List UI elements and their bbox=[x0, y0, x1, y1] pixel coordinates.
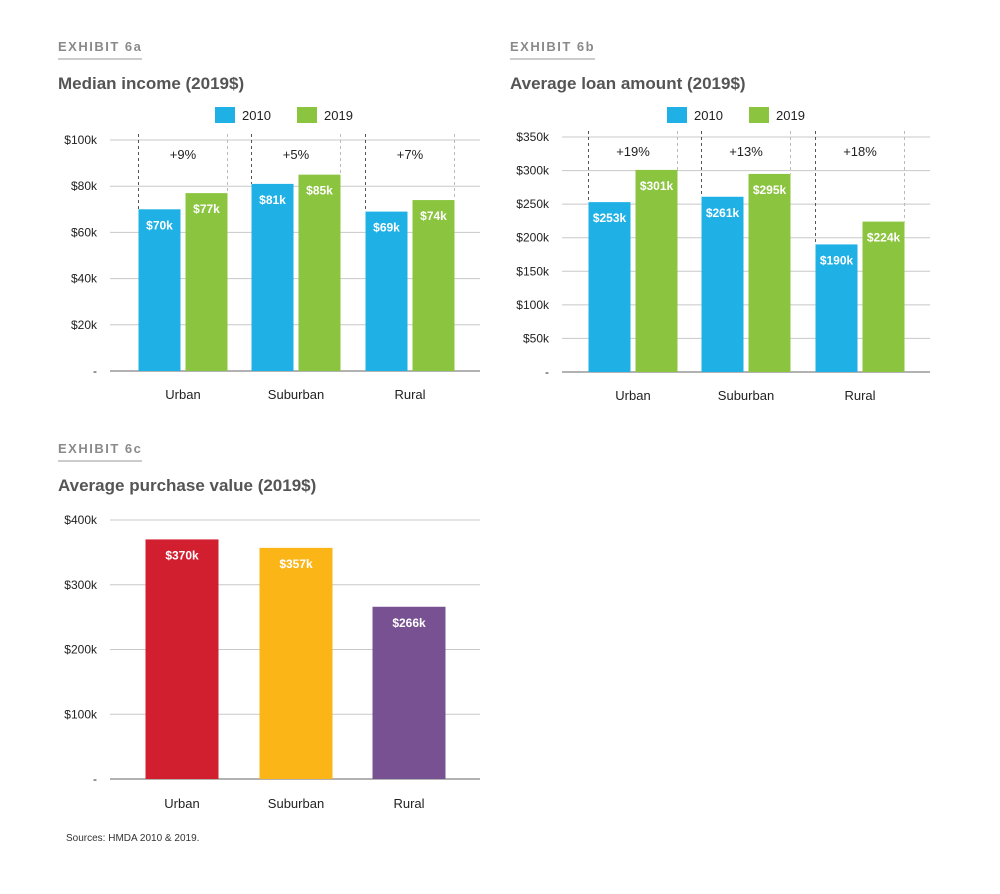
chart-title: Average loan amount (2019$) bbox=[510, 74, 746, 93]
data-label-2010: $81k bbox=[259, 193, 286, 207]
legend-swatch-2019 bbox=[297, 107, 317, 123]
data-label-2010: $261k bbox=[706, 206, 740, 220]
bar-2010 bbox=[251, 183, 294, 371]
y-tick-label: - bbox=[93, 364, 97, 378]
bar-2019 bbox=[862, 221, 905, 372]
exhibit-6c: EXHIBIT 6c Average purchase value (2019$… bbox=[58, 440, 518, 496]
data-label-2010: $70k bbox=[146, 218, 173, 232]
source-note: Sources: HMDA 2010 & 2019. bbox=[66, 833, 200, 844]
y-tick-label: $400k bbox=[64, 513, 98, 527]
data-label-2019: $295k bbox=[753, 183, 787, 197]
y-tick-label: $80k bbox=[71, 179, 98, 193]
data-label-2019: $85k bbox=[306, 184, 333, 198]
exhibit-label: EXHIBIT 6c bbox=[58, 441, 143, 462]
y-tick-label: $300k bbox=[516, 164, 550, 178]
exhibit-label: EXHIBIT 6b bbox=[510, 39, 596, 60]
data-label: $266k bbox=[392, 616, 426, 630]
y-tick-label: $300k bbox=[64, 578, 98, 592]
legend-swatch-2019 bbox=[749, 107, 769, 123]
bar-2010 bbox=[588, 202, 631, 372]
y-tick-label: $250k bbox=[516, 197, 550, 211]
x-tick-label: Urban bbox=[615, 388, 650, 403]
bar-urban bbox=[145, 539, 219, 779]
legend-label-2019: 2019 bbox=[324, 108, 353, 123]
data-label: $370k bbox=[165, 548, 199, 562]
legend-label-2010: 2010 bbox=[242, 108, 271, 123]
data-label-2010: $69k bbox=[373, 221, 400, 235]
x-tick-label: Suburban bbox=[268, 387, 324, 402]
y-tick-label: $200k bbox=[64, 643, 98, 657]
data-label-2019: $224k bbox=[867, 231, 901, 245]
bar-2019 bbox=[635, 169, 678, 372]
bar-2010 bbox=[701, 196, 744, 372]
x-tick-label: Rural bbox=[394, 387, 425, 402]
exhibit-label: EXHIBIT 6a bbox=[58, 39, 143, 60]
data-label: $357k bbox=[279, 557, 313, 571]
data-label-2019: $74k bbox=[420, 209, 447, 223]
bar-2010 bbox=[365, 211, 408, 371]
bar-2019 bbox=[412, 200, 455, 371]
x-tick-label: Suburban bbox=[268, 796, 324, 811]
data-label-2010: $190k bbox=[820, 253, 854, 267]
bar-2010 bbox=[138, 209, 181, 371]
change-label: +18% bbox=[843, 144, 877, 159]
change-label: +9% bbox=[170, 147, 197, 162]
chart-title: Median income (2019$) bbox=[58, 74, 245, 93]
y-tick-label: $50k bbox=[523, 331, 550, 345]
data-label-2010: $253k bbox=[593, 211, 627, 225]
data-label-2019: $301k bbox=[640, 179, 674, 193]
bar-rural bbox=[372, 606, 446, 779]
data-label-2019: $77k bbox=[193, 202, 220, 216]
y-tick-label: - bbox=[545, 365, 549, 379]
bar-2019 bbox=[185, 193, 228, 371]
bar-suburban bbox=[259, 547, 333, 779]
legend-swatch-2010 bbox=[215, 107, 235, 123]
legend-label-2010: 2010 bbox=[694, 108, 723, 123]
y-tick-label: $100k bbox=[64, 707, 98, 721]
x-tick-label: Rural bbox=[393, 796, 424, 811]
exhibit-6a: EXHIBIT 6a Median income (2019$) bbox=[58, 38, 518, 94]
change-label: +5% bbox=[283, 147, 310, 162]
y-tick-label: $100k bbox=[516, 298, 550, 312]
y-tick-label: $350k bbox=[516, 130, 550, 144]
x-tick-label: Urban bbox=[165, 387, 200, 402]
legend-label-2019: 2019 bbox=[776, 108, 805, 123]
x-tick-label: Rural bbox=[844, 388, 875, 403]
y-tick-label: $20k bbox=[71, 318, 98, 332]
y-tick-label: $150k bbox=[516, 264, 550, 278]
bar-2010 bbox=[815, 244, 858, 372]
change-label: +19% bbox=[616, 144, 650, 159]
change-label: +13% bbox=[729, 144, 763, 159]
chart-title: Average purchase value (2019$) bbox=[58, 476, 317, 495]
x-tick-label: Urban bbox=[164, 796, 199, 811]
y-tick-label: $200k bbox=[516, 231, 550, 245]
legend-swatch-2010 bbox=[667, 107, 687, 123]
y-tick-label: $100k bbox=[64, 133, 98, 147]
y-tick-label: $40k bbox=[71, 272, 98, 286]
bar-2019 bbox=[748, 173, 791, 372]
x-tick-label: Suburban bbox=[718, 388, 774, 403]
bar-2019 bbox=[298, 174, 341, 371]
exhibit-6b: EXHIBIT 6b Average loan amount (2019$) bbox=[510, 38, 970, 94]
y-tick-label: - bbox=[93, 772, 97, 786]
change-label: +7% bbox=[397, 147, 424, 162]
y-tick-label: $60k bbox=[71, 225, 98, 239]
